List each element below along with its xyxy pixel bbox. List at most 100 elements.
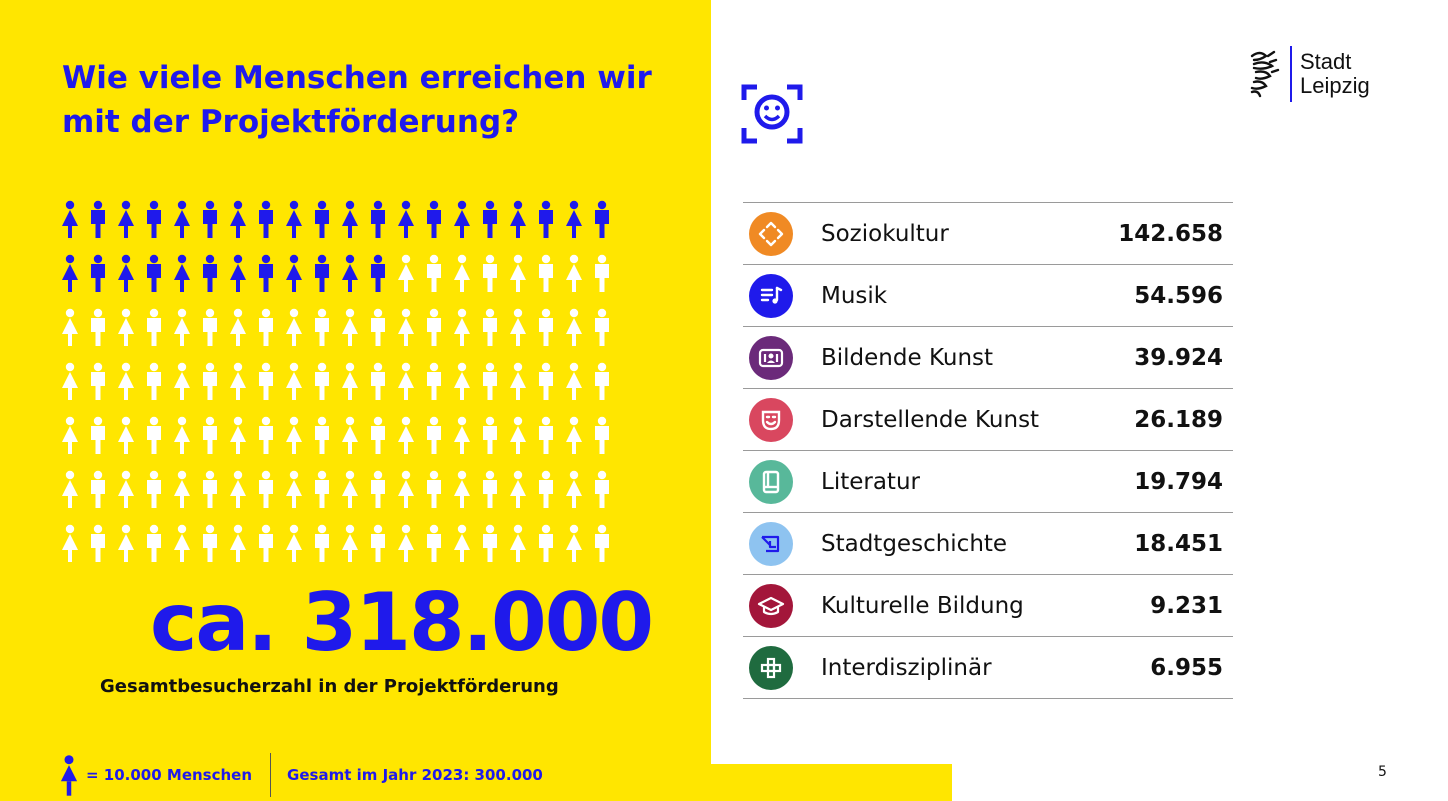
- person-male-icon: [595, 254, 609, 292]
- person-male-icon: [539, 416, 553, 454]
- person-female-icon: [566, 200, 582, 238]
- table-row: Literatur 19.794: [743, 451, 1233, 513]
- person-male-icon: [203, 416, 217, 454]
- person-female-icon: [62, 524, 78, 562]
- person-female-icon: [230, 362, 246, 400]
- person-female-icon: [118, 200, 134, 238]
- table-row: Stadtgeschichte 18.451: [743, 513, 1233, 575]
- person-male-icon: [595, 200, 609, 238]
- person-male-icon: [91, 308, 105, 346]
- person-male-icon: [595, 308, 609, 346]
- person-male-icon: [203, 254, 217, 292]
- logo-line-2: Leipzig: [1300, 73, 1370, 98]
- person-male-icon: [371, 362, 385, 400]
- logo-divider: [1290, 46, 1292, 102]
- person-male-icon: [203, 200, 217, 238]
- person-male-icon: [483, 524, 497, 562]
- person-female-icon: [230, 524, 246, 562]
- person-female-icon: [286, 470, 302, 508]
- person-male-icon: [203, 524, 217, 562]
- arrows-icon: [749, 211, 793, 256]
- category-value: 54.596: [1134, 282, 1223, 309]
- person-female-icon: [342, 308, 358, 346]
- person-female-icon: [118, 416, 134, 454]
- person-female-icon: [510, 524, 526, 562]
- person-female-icon: [510, 416, 526, 454]
- person-female-icon: [230, 470, 246, 508]
- person-female-icon: [510, 308, 526, 346]
- person-male-icon: [259, 416, 273, 454]
- person-female-icon: [286, 200, 302, 238]
- stadt-leipzig-logo: Stadt Leipzig: [1246, 44, 1370, 104]
- person-female-icon: [286, 308, 302, 346]
- person-male-icon: [91, 416, 105, 454]
- person-female-icon: [566, 524, 582, 562]
- person-female-icon: [230, 416, 246, 454]
- page-title: Wie viele Menschen erreichen wir mit der…: [62, 60, 652, 140]
- person-male-icon: [371, 524, 385, 562]
- category-value: 39.924: [1134, 344, 1223, 371]
- person-female-icon: [454, 254, 470, 292]
- table-row: Kulturelle Bildung 9.231: [743, 575, 1233, 637]
- person-female-icon: [398, 254, 414, 292]
- person-female-icon: [286, 254, 302, 292]
- person-male-icon: [91, 200, 105, 238]
- person-male-icon: [371, 308, 385, 346]
- person-male-icon: [147, 470, 161, 508]
- person-male-icon: [315, 308, 329, 346]
- person-female-icon: [566, 416, 582, 454]
- person-female-icon: [62, 254, 78, 292]
- person-female-icon: [454, 308, 470, 346]
- person-male-icon: [315, 254, 329, 292]
- category-label: Stadtgeschichte: [821, 530, 1008, 557]
- person-female-icon: [286, 524, 302, 562]
- person-female-icon: [118, 254, 134, 292]
- person-female-icon: [62, 308, 78, 346]
- person-female-icon: [566, 470, 582, 508]
- person-female-icon: [454, 362, 470, 400]
- person-female-icon: [62, 362, 78, 400]
- person-female-icon: [118, 362, 134, 400]
- table-row: Musik 54.596: [743, 265, 1233, 327]
- person-female-icon: [62, 416, 78, 454]
- total-visitors-caption: Gesamtbesucherzahl in der Projektförderu…: [100, 676, 559, 697]
- person-male-icon: [147, 416, 161, 454]
- person-female-icon: [454, 470, 470, 508]
- legend-unit: = 10.000 Menschen: [86, 766, 253, 784]
- person-female-icon: [454, 200, 470, 238]
- music-icon: [749, 273, 793, 318]
- person-male-icon: [147, 254, 161, 292]
- person-male-icon: [259, 362, 273, 400]
- table-row: Bildende Kunst 39.924: [743, 327, 1233, 389]
- person-female-icon: [398, 200, 414, 238]
- person-male-icon: [595, 362, 609, 400]
- person-male-icon: [483, 200, 497, 238]
- page-number: 5: [1378, 764, 1387, 780]
- grid-icon: [749, 645, 793, 690]
- person-female-icon: [286, 362, 302, 400]
- mask-icon: [749, 397, 793, 442]
- category-label: Literatur: [821, 468, 920, 495]
- person-female-icon: [566, 254, 582, 292]
- person-female-icon: [118, 308, 134, 346]
- people-pictogram: [62, 200, 622, 578]
- person-female-icon: [566, 362, 582, 400]
- visitor-face-icon: [741, 84, 803, 144]
- person-female-icon: [62, 470, 78, 508]
- table-row: Soziokultur 142.658: [743, 203, 1233, 265]
- person-male-icon: [539, 470, 553, 508]
- person-female-icon: [342, 362, 358, 400]
- person-male-icon: [91, 362, 105, 400]
- category-label: Darstellende Kunst: [821, 406, 1040, 433]
- person-female-icon: [398, 524, 414, 562]
- person-male-icon: [147, 200, 161, 238]
- table-row: Interdisziplinär 6.955: [743, 637, 1233, 699]
- person-male-icon: [427, 524, 441, 562]
- person-female-icon: [118, 470, 134, 508]
- person-male-icon: [539, 254, 553, 292]
- person-female-icon: [454, 416, 470, 454]
- person-male-icon: [91, 524, 105, 562]
- person-male-icon: [427, 362, 441, 400]
- person-male-icon: [427, 308, 441, 346]
- logo-line-1: Stadt: [1300, 49, 1352, 74]
